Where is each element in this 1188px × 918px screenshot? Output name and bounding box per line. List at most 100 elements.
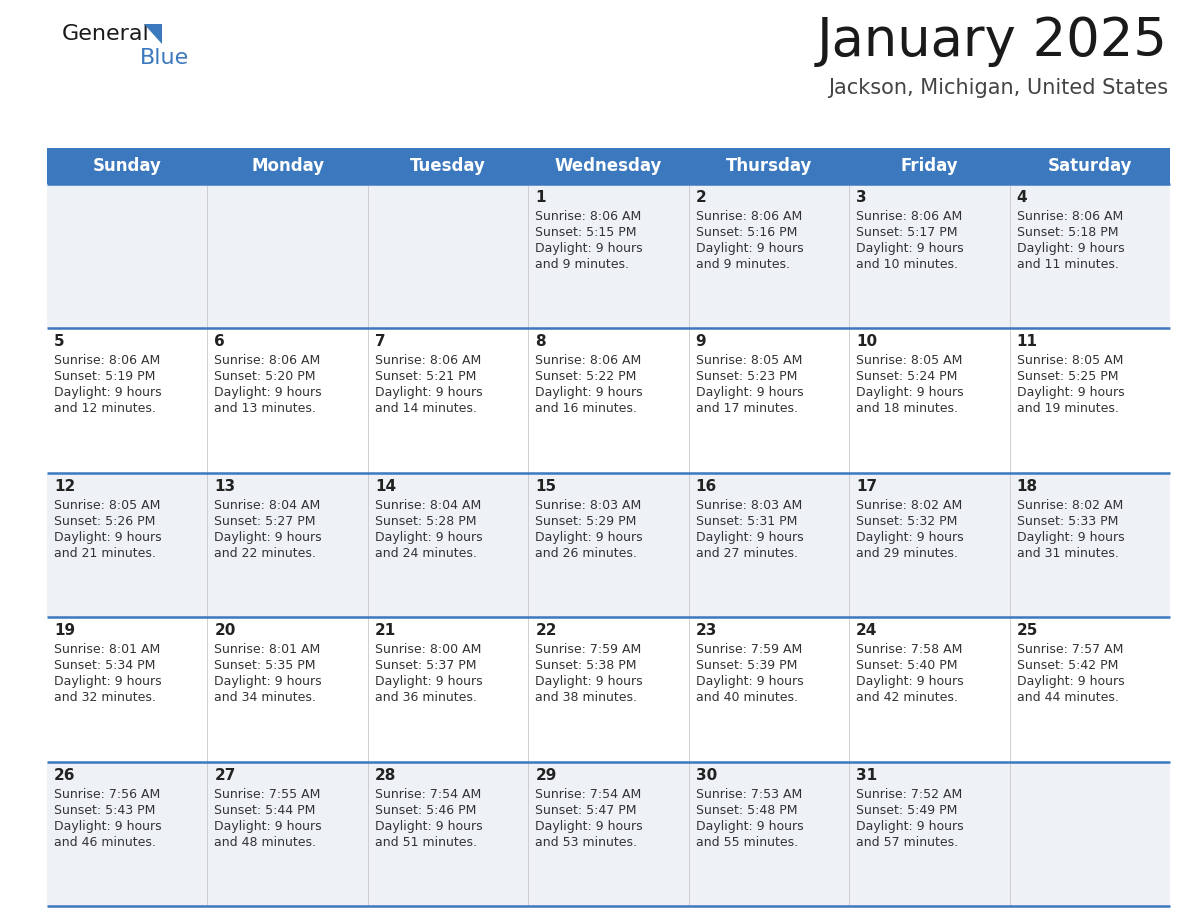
Text: and 24 minutes.: and 24 minutes.: [375, 547, 476, 560]
Text: Sunset: 5:49 PM: Sunset: 5:49 PM: [857, 803, 958, 817]
Text: and 16 minutes.: and 16 minutes.: [536, 402, 637, 416]
Text: Sunset: 5:31 PM: Sunset: 5:31 PM: [696, 515, 797, 528]
Text: Sunset: 5:38 PM: Sunset: 5:38 PM: [536, 659, 637, 672]
Text: Sunset: 5:27 PM: Sunset: 5:27 PM: [214, 515, 316, 528]
Text: 17: 17: [857, 479, 877, 494]
Text: 25: 25: [1017, 623, 1038, 638]
Text: 14: 14: [375, 479, 396, 494]
Text: 20: 20: [214, 623, 235, 638]
Text: Sunset: 5:43 PM: Sunset: 5:43 PM: [53, 803, 156, 817]
Text: Sunrise: 7:59 AM: Sunrise: 7:59 AM: [696, 644, 802, 656]
Text: 27: 27: [214, 767, 235, 783]
Text: Sunset: 5:44 PM: Sunset: 5:44 PM: [214, 803, 316, 817]
Text: Daylight: 9 hours: Daylight: 9 hours: [375, 820, 482, 833]
Text: 7: 7: [375, 334, 385, 350]
Text: 16: 16: [696, 479, 718, 494]
Text: Sunrise: 8:06 AM: Sunrise: 8:06 AM: [375, 354, 481, 367]
Text: Friday: Friday: [901, 157, 959, 175]
Text: Sunset: 5:29 PM: Sunset: 5:29 PM: [536, 515, 637, 528]
Text: Sunrise: 8:06 AM: Sunrise: 8:06 AM: [53, 354, 160, 367]
Text: Daylight: 9 hours: Daylight: 9 hours: [214, 676, 322, 688]
Text: Wednesday: Wednesday: [555, 157, 662, 175]
Text: Sunset: 5:32 PM: Sunset: 5:32 PM: [857, 515, 958, 528]
Text: and 18 minutes.: and 18 minutes.: [857, 402, 959, 416]
Text: Sunrise: 7:54 AM: Sunrise: 7:54 AM: [375, 788, 481, 800]
Text: Daylight: 9 hours: Daylight: 9 hours: [536, 386, 643, 399]
Text: and 11 minutes.: and 11 minutes.: [1017, 258, 1118, 271]
Text: Daylight: 9 hours: Daylight: 9 hours: [857, 242, 963, 255]
Text: Sunset: 5:35 PM: Sunset: 5:35 PM: [214, 659, 316, 672]
Text: Daylight: 9 hours: Daylight: 9 hours: [214, 531, 322, 543]
Text: 19: 19: [53, 623, 75, 638]
Text: Sunrise: 8:00 AM: Sunrise: 8:00 AM: [375, 644, 481, 656]
Text: January 2025: January 2025: [817, 15, 1168, 67]
Text: Daylight: 9 hours: Daylight: 9 hours: [53, 386, 162, 399]
Text: Sunrise: 8:01 AM: Sunrise: 8:01 AM: [53, 644, 160, 656]
Text: Sunrise: 7:56 AM: Sunrise: 7:56 AM: [53, 788, 160, 800]
Text: Daylight: 9 hours: Daylight: 9 hours: [375, 386, 482, 399]
Text: Daylight: 9 hours: Daylight: 9 hours: [214, 386, 322, 399]
Text: Sunrise: 8:01 AM: Sunrise: 8:01 AM: [214, 644, 321, 656]
Text: 11: 11: [1017, 334, 1037, 350]
Text: Sunday: Sunday: [93, 157, 162, 175]
Text: Sunrise: 8:03 AM: Sunrise: 8:03 AM: [696, 498, 802, 512]
Text: Sunset: 5:19 PM: Sunset: 5:19 PM: [53, 370, 156, 384]
Text: Sunrise: 8:02 AM: Sunrise: 8:02 AM: [1017, 498, 1123, 512]
Text: 8: 8: [536, 334, 546, 350]
Text: Sunset: 5:16 PM: Sunset: 5:16 PM: [696, 226, 797, 239]
Text: Daylight: 9 hours: Daylight: 9 hours: [696, 531, 803, 543]
Text: and 44 minutes.: and 44 minutes.: [1017, 691, 1118, 704]
Text: Sunset: 5:23 PM: Sunset: 5:23 PM: [696, 370, 797, 384]
Text: 29: 29: [536, 767, 557, 783]
Text: Sunrise: 7:53 AM: Sunrise: 7:53 AM: [696, 788, 802, 800]
Text: and 51 minutes.: and 51 minutes.: [375, 835, 476, 848]
Text: and 31 minutes.: and 31 minutes.: [1017, 547, 1118, 560]
Text: Sunset: 5:24 PM: Sunset: 5:24 PM: [857, 370, 958, 384]
Text: 9: 9: [696, 334, 707, 350]
Text: 30: 30: [696, 767, 718, 783]
Text: and 26 minutes.: and 26 minutes.: [536, 547, 637, 560]
Text: Daylight: 9 hours: Daylight: 9 hours: [214, 820, 322, 833]
Text: and 55 minutes.: and 55 minutes.: [696, 835, 798, 848]
Text: Daylight: 9 hours: Daylight: 9 hours: [375, 676, 482, 688]
Text: Sunrise: 8:04 AM: Sunrise: 8:04 AM: [375, 498, 481, 512]
Text: Sunset: 5:25 PM: Sunset: 5:25 PM: [1017, 370, 1118, 384]
Text: Daylight: 9 hours: Daylight: 9 hours: [53, 820, 162, 833]
Text: 10: 10: [857, 334, 877, 350]
Text: 24: 24: [857, 623, 878, 638]
Text: Sunrise: 8:02 AM: Sunrise: 8:02 AM: [857, 498, 962, 512]
Text: 15: 15: [536, 479, 556, 494]
Text: and 48 minutes.: and 48 minutes.: [214, 835, 316, 848]
Bar: [48, 762, 1170, 906]
Text: Daylight: 9 hours: Daylight: 9 hours: [53, 676, 162, 688]
Text: 21: 21: [375, 623, 396, 638]
Text: Sunset: 5:42 PM: Sunset: 5:42 PM: [1017, 659, 1118, 672]
Text: Sunset: 5:47 PM: Sunset: 5:47 PM: [536, 803, 637, 817]
Text: Daylight: 9 hours: Daylight: 9 hours: [696, 676, 803, 688]
Text: 26: 26: [53, 767, 76, 783]
Text: Sunrise: 8:03 AM: Sunrise: 8:03 AM: [536, 498, 642, 512]
Text: Sunrise: 7:59 AM: Sunrise: 7:59 AM: [536, 644, 642, 656]
Text: Sunrise: 7:55 AM: Sunrise: 7:55 AM: [214, 788, 321, 800]
Polygon shape: [144, 24, 162, 44]
Text: Daylight: 9 hours: Daylight: 9 hours: [696, 386, 803, 399]
Text: and 10 minutes.: and 10 minutes.: [857, 258, 959, 271]
Text: and 40 minutes.: and 40 minutes.: [696, 691, 797, 704]
Bar: [48, 617, 1170, 762]
Text: 5: 5: [53, 334, 64, 350]
Text: Sunrise: 8:06 AM: Sunrise: 8:06 AM: [536, 210, 642, 223]
Text: Daylight: 9 hours: Daylight: 9 hours: [53, 531, 162, 543]
Text: Daylight: 9 hours: Daylight: 9 hours: [857, 676, 963, 688]
Text: Sunset: 5:22 PM: Sunset: 5:22 PM: [536, 370, 637, 384]
Text: 3: 3: [857, 190, 867, 205]
Text: Sunrise: 8:05 AM: Sunrise: 8:05 AM: [857, 354, 962, 367]
Text: Sunset: 5:15 PM: Sunset: 5:15 PM: [536, 226, 637, 239]
Text: Tuesday: Tuesday: [410, 157, 486, 175]
Text: 6: 6: [214, 334, 226, 350]
Text: 4: 4: [1017, 190, 1028, 205]
Text: Jackson, Michigan, United States: Jackson, Michigan, United States: [828, 78, 1168, 98]
Text: Saturday: Saturday: [1048, 157, 1132, 175]
Text: 18: 18: [1017, 479, 1037, 494]
Text: Sunset: 5:20 PM: Sunset: 5:20 PM: [214, 370, 316, 384]
Text: 12: 12: [53, 479, 75, 494]
